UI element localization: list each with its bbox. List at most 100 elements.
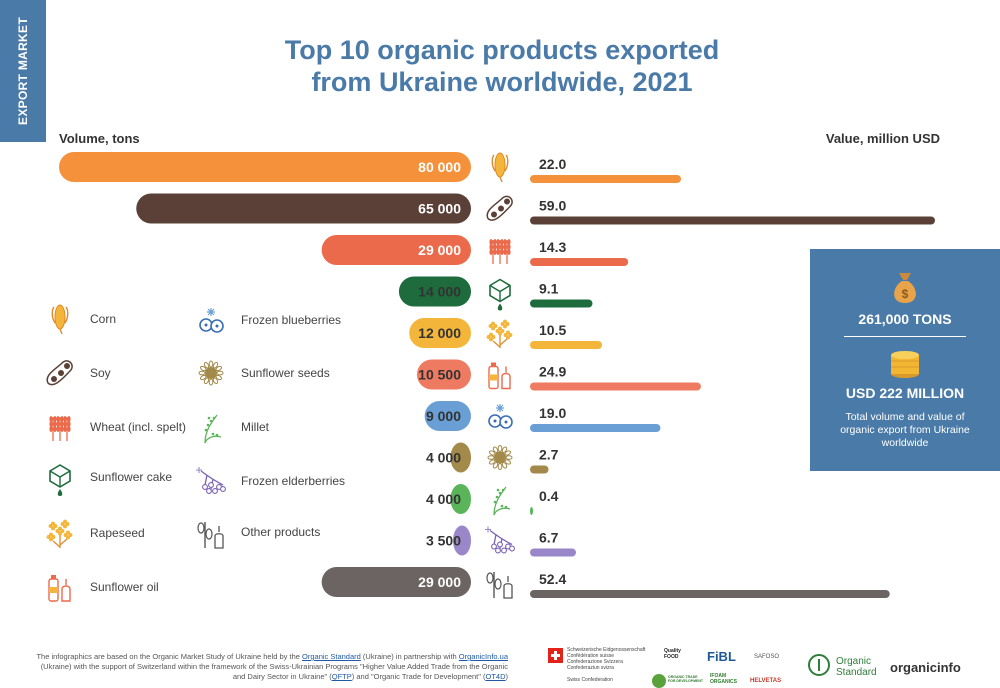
volume-bar-9 [452, 525, 471, 556]
footer-text-4: ) and "Organic Trade for Development" ( [351, 672, 486, 681]
legend-label: Frozen elderberries [241, 474, 346, 488]
value-label-0: 22.0 [539, 156, 566, 172]
rapeseed-icon [46, 519, 73, 548]
value-label-5: 24.9 [539, 364, 566, 380]
ifoam-logo: IFOAM ORGANICS [710, 673, 737, 685]
otd-icon [652, 674, 666, 688]
value-bar-3 [530, 299, 593, 308]
value-bar-1 [530, 216, 935, 225]
totals-divider [844, 336, 966, 337]
organicinfo-link[interactable]: OrganicInfo.ua [458, 652, 508, 661]
ot4d-link[interactable]: OT4D [485, 672, 506, 681]
helvetas-logo: HELVETAS [750, 678, 782, 684]
volume-bar-2 [321, 235, 471, 265]
totals-note: Total volume and value of organic export… [840, 411, 970, 449]
volume-label-8: 4 000 [426, 491, 461, 507]
legend-item: Other products [193, 512, 351, 552]
value-label-8: 0.4 [539, 488, 559, 504]
millet-icon [204, 414, 222, 444]
legend-item: Millet [193, 407, 351, 447]
legend-label: Rapeseed [90, 526, 145, 540]
value-bar-4 [530, 341, 603, 349]
footer-note: The infographics are based on the Organi… [30, 652, 508, 682]
value-label-1: 59.0 [539, 198, 566, 214]
frozen-blueberries-icon [199, 308, 224, 333]
totals-box: $ 261,000 TONS USD 222 MILLION Total vol… [810, 249, 1000, 471]
volume-label-5: 10 500 [418, 367, 461, 383]
volume-bar-5 [416, 359, 471, 390]
value-bar-9 [530, 548, 576, 557]
other-products-icon [486, 572, 513, 599]
legend-item: Rapeseed [42, 513, 200, 553]
value-bar-10 [530, 590, 890, 598]
corn-icon [51, 304, 69, 335]
value-bar-7 [530, 465, 549, 474]
sunflower-cake-icon [489, 278, 511, 311]
legend-label: Wheat (incl. spelt) [90, 420, 187, 434]
wheat-icon [49, 416, 71, 441]
money-bag-icon: $ [894, 273, 916, 303]
volume-label-7: 4 000 [426, 450, 461, 466]
swiss-line-5: Swiss Confederation [567, 677, 613, 683]
export-market-tab: EXPORT MARKET [0, 0, 46, 142]
value-bar-2 [530, 258, 629, 266]
soy-icon [46, 360, 73, 386]
total-usd: USD 222 MILLION [845, 385, 965, 401]
frozen-elderberries-icon [196, 467, 226, 494]
otd-logo: ORGANIC TRADE FOR DEVELOPMENT [668, 675, 704, 683]
legend-item: Frozen elderberries [193, 461, 351, 501]
volume-bar-10 [321, 567, 471, 597]
value-bar-0 [530, 175, 682, 183]
sunflower-oil-icon [488, 362, 511, 390]
legend-item: Wheat (incl. spelt) [42, 407, 200, 447]
volume-label-10: 29 000 [418, 574, 461, 590]
organic-standard-icon [808, 654, 830, 676]
sunflower-cake-icon [49, 464, 71, 496]
value-label-6: 19.0 [539, 405, 566, 421]
organic-standard-link[interactable]: Organic Standard [302, 652, 361, 661]
volume-label-3: 14 000 [418, 284, 461, 300]
volume-bar-1 [136, 193, 471, 224]
legend-label: Frozen blueberries [241, 313, 342, 327]
quality-food-logo: Quality FOOD [664, 648, 681, 660]
value-label-7: 2.7 [539, 447, 559, 463]
sunflower-seeds-icon [198, 360, 224, 386]
legend-label: Corn [90, 312, 117, 326]
volume-label-4: 12 000 [418, 325, 461, 341]
value-axis-label: Value, million USD [825, 131, 940, 146]
page-title: Top 10 organic products exported from Uk… [200, 34, 804, 98]
safoso-logo: SAFOSO [754, 654, 780, 660]
footer-text-1: The infographics are based on the Organi… [36, 652, 303, 661]
volume-label-6: 9 000 [426, 408, 461, 424]
legend-item: Sunflower seeds [193, 353, 351, 393]
swiss-line-2: Confédération suisse [567, 653, 614, 659]
title-line-1: Top 10 organic products exported [284, 35, 720, 65]
footer-text-5: ) [505, 672, 509, 681]
swiss-line-4: Confederaziun svizra [567, 665, 614, 671]
other-products-icon [197, 522, 224, 549]
value-bar-5 [530, 382, 701, 391]
organic-standard-logo: Organic Standard [836, 656, 877, 678]
soy-icon [486, 195, 513, 221]
value-bar-8 [530, 507, 533, 515]
legend-label: Soy [90, 366, 111, 380]
frozen-blueberries-icon [488, 404, 513, 429]
legend-item: Sunflower cake [42, 457, 200, 497]
volume-label-9: 3 500 [426, 533, 461, 549]
legend-item: Soy [42, 353, 200, 393]
volume-label-2: 29 000 [418, 242, 461, 258]
organicinfo-logo: organicinfo [890, 660, 961, 675]
legend-label: Sunflower cake [90, 470, 173, 484]
legend-label: Other products [241, 525, 321, 539]
volume-bar-6 [424, 401, 471, 431]
qftp-link[interactable]: QFTP [331, 672, 352, 681]
volume-label-0: 80 000 [418, 159, 461, 175]
volume-bar-4 [409, 318, 471, 348]
value-label-3: 9.1 [539, 281, 559, 297]
footer-text-3: (Ukraine) with the support of Switzerlan… [40, 662, 508, 681]
value-bar-6 [530, 424, 661, 432]
volume-bar-3 [398, 276, 471, 307]
volume-bar-8 [450, 484, 471, 514]
svg-text:$: $ [902, 287, 909, 301]
